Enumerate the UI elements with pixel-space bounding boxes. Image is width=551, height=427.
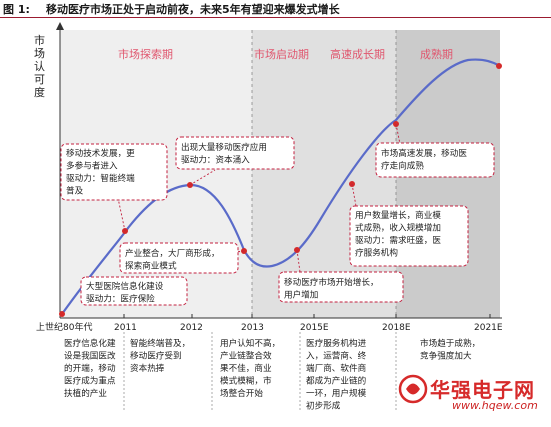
callout-text-line: 驱动力：医疗保险 (86, 293, 155, 305)
bottom-note-line: 医疗服务机构进 (306, 337, 367, 349)
bottom-note-line: 智能终端普及， (130, 337, 190, 349)
callout-text-line: 出现大量移动医疗应用 (181, 141, 267, 153)
bottom-note-line: 一环，用户规模 (306, 387, 367, 399)
callout-text-line: 式成熟，收入规模增加 (355, 222, 441, 234)
x-tick-label: 2012 (180, 323, 203, 333)
callout-box (119, 242, 239, 274)
connector (117, 197, 126, 232)
callout-text-line: 驱动力：智能终端 (66, 172, 135, 184)
bottom-notes: 医疗信息化建设是我国医改的开端，移动医疗成为重点扶植的产业智能终端普及，移动医疗… (64, 337, 480, 412)
callout-text: 用户数量增长，商业模式成熟，收入规模增加驱动力：需求旺盛，医疗服务机构 (355, 209, 441, 259)
connector (189, 169, 216, 186)
bottom-note: 用户认知不高，产业链整合效果不佳，商业模式模糊，市场整合开始 (220, 337, 280, 399)
bottom-note-line: 资本热捧 (130, 362, 165, 374)
callout-text-line: 移动医疗市场开始增长， (284, 276, 379, 288)
bottom-note-line: 入，运营商、终 (306, 350, 367, 362)
connector (235, 250, 245, 253)
y-axis-label-char: 场 (34, 46, 45, 60)
x-tick-label: 上世纪80年代 (36, 321, 92, 333)
x-tick-label: 2013 (241, 323, 264, 333)
callout-text-line: 用户数量增长，商业模 (355, 209, 441, 221)
callout-text: 移动技术发展，更多参与者进入驱动力：智能终端普及 (66, 147, 135, 197)
note-dividers (123, 332, 397, 412)
bottom-note-line: 都成为产业链的 (306, 375, 366, 387)
y-axis-label-char: 可 (34, 73, 45, 86)
bottom-note-line: 医疗成为重点 (64, 375, 116, 387)
bottom-note-line: 用户认知不高， (220, 337, 280, 349)
callout-box (278, 271, 404, 303)
figure-label: 图 1: (3, 3, 30, 16)
x-tick-label: 2018E (382, 323, 411, 333)
callout-box (375, 142, 495, 178)
bottom-note-line: 医疗信息化建 (64, 337, 116, 349)
bottom-note: 智能终端普及，移动医疗受到资本热捧 (130, 337, 190, 374)
bottom-note-line: 市场趋于成熟， (420, 337, 480, 349)
callout-box (175, 136, 295, 170)
bottom-note-line: 果不佳，商业 (220, 362, 272, 374)
y-axis-label-char: 市 (34, 33, 45, 47)
bottom-note-line: 的开端，移动 (64, 362, 116, 374)
callout-text-line: 多参与者进入 (66, 160, 118, 172)
y-axis-arrow (56, 22, 64, 30)
callout-text-line: 用户增加 (284, 289, 318, 301)
callout-text: 产业整合，大厂商形成，探索商业模式 (125, 247, 220, 272)
callout-box (60, 143, 168, 201)
phase-label-exploration: 市场探索期 (118, 47, 173, 61)
callout-box (349, 205, 469, 267)
bottom-note-line: 设是我国医改 (64, 350, 116, 362)
x-tick-label: 2015E (300, 323, 329, 333)
x-tick-label: 2011 (114, 323, 137, 333)
phase-bg-launch (252, 30, 314, 318)
bottom-note: 医疗信息化建设是我国医改的开端，移动医疗成为重点扶植的产业 (64, 337, 116, 399)
callout-text-line: 市场高速发展，移动医 (381, 147, 467, 159)
callout-text-line: 疗服务机构 (355, 247, 398, 259)
x-ticks (123, 314, 491, 318)
bottom-note-line: 产业链整合效 (220, 350, 272, 362)
curve-point (496, 63, 502, 69)
callout-text-line: 驱动力：资本涌入 (181, 154, 250, 166)
y-axis-label-char: 认 (34, 60, 45, 73)
bottom-note-line: 初步形成 (306, 400, 341, 412)
x-tick-label: 2021E (474, 323, 503, 333)
watermark-name: 华强电子网 (430, 378, 535, 402)
callout-text: 市场高速发展，移动医疗走向成熟 (381, 147, 467, 172)
bottom-note-line: 移动医疗受到 (130, 350, 182, 362)
callout-text-line: 大型医院信息化建设 (86, 280, 164, 292)
callout-box (80, 276, 188, 306)
callout-text-line: 疗走向成熟 (381, 160, 424, 172)
header-rule (0, 17, 551, 18)
phase-label-launch: 市场启动期 (254, 47, 309, 61)
bottom-note-line: 场整合开始 (220, 387, 263, 399)
bottom-note: 市场趋于成熟，竞争强度加大 (420, 337, 480, 362)
bottom-note-line: 端厂商、软件商 (306, 362, 367, 374)
callout-text-line: 产业整合，大厂商形成， (125, 247, 220, 259)
callout-text: 移动医疗市场开始增长，用户增加 (284, 276, 379, 301)
callouts (60, 136, 495, 306)
phase-label-mature: 成熟期 (420, 47, 453, 61)
callout-text-line: 移动技术发展，更 (66, 147, 135, 159)
callout-text-line: 普及 (66, 185, 84, 197)
bottom-note-line: 扶植的产业 (64, 387, 107, 399)
callout-text-line: 探索商业模式 (125, 260, 177, 272)
y-axis-label-char: 度 (34, 85, 45, 99)
figure-title: 移动医疗市场正处于启动前夜，未来5年有望迎来爆发式增长 (46, 3, 340, 16)
bottom-note: 医疗服务机构进入，运营商、终端厂商、软件商都成为产业链的一环，用户规模初步形成 (306, 337, 367, 412)
callout-text: 大型医院信息化建设驱动力：医疗保险 (86, 280, 164, 305)
callout-text-line: 驱动力：需求旺盛，医 (355, 234, 441, 246)
bottom-note-line: 竞争强度加大 (420, 350, 472, 362)
figure-header: 图 1: 移动医疗市场正处于启动前夜，未来5年有望迎来爆发式增长 (0, 0, 551, 20)
adoption-curve (61, 58, 501, 315)
watermark-url: www.hqew.com (452, 399, 538, 412)
callout-texts: 大型医院信息化建设驱动力：医疗保险 移动技术发展，更多参与者进入驱动力：智能终端普… (66, 141, 467, 305)
connector (395, 123, 401, 145)
y-axis-label: 市场认可度 (34, 33, 45, 99)
phase-label-growth: 高速成长期 (330, 47, 385, 61)
bottom-note-line: 模式模糊，市 (220, 375, 272, 387)
callout-text: 出现大量移动医疗应用驱动力：资本涌入 (181, 141, 267, 166)
watermark-logo-icon (398, 374, 428, 404)
curve-point (59, 311, 65, 317)
